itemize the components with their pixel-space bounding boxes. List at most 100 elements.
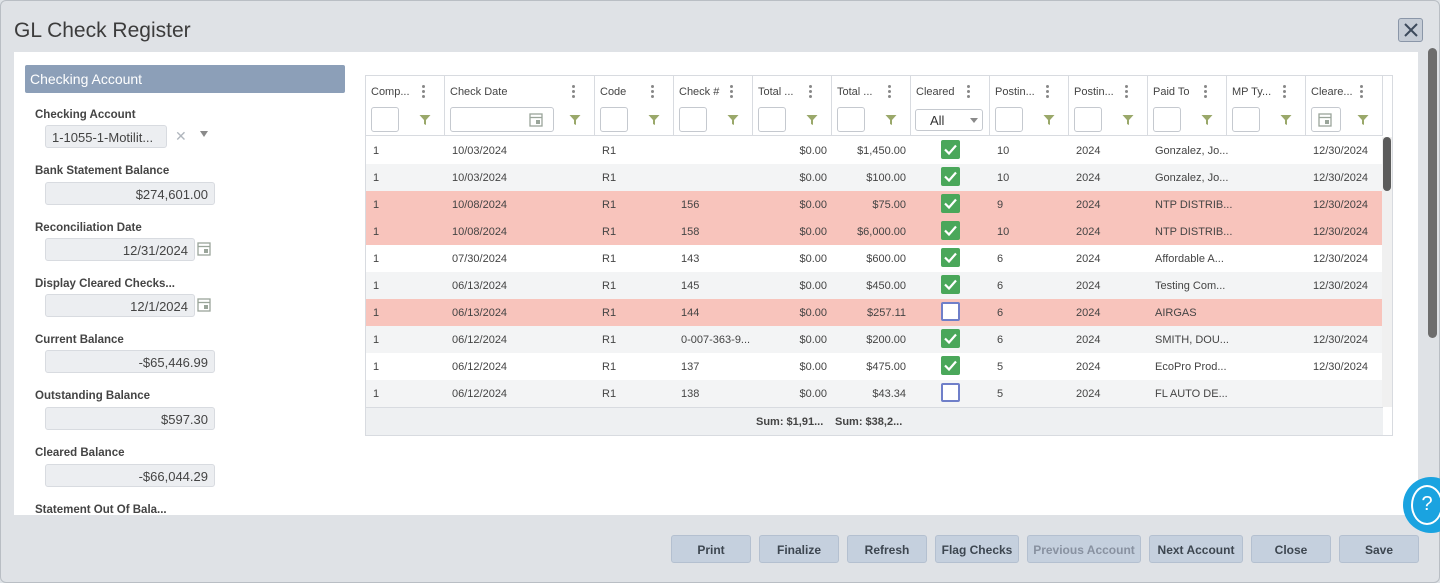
filter-input[interactable]: [679, 107, 707, 132]
cleared-checkbox[interactable]: [941, 302, 960, 321]
filter-input[interactable]: [1074, 107, 1102, 132]
kebab-menu-icon[interactable]: [422, 85, 426, 100]
filter-input[interactable]: [1232, 107, 1260, 132]
filter-input[interactable]: [837, 107, 865, 132]
cleared-checkbox[interactable]: [941, 221, 960, 240]
filter-input[interactable]: [371, 107, 399, 132]
cell-post1: 5: [997, 361, 1004, 373]
filter-input[interactable]: [450, 107, 554, 132]
filter-funnel-icon[interactable]: [1357, 113, 1369, 131]
cell-cdate: 12/30/2024: [1313, 199, 1369, 211]
cell-comp: 1: [373, 307, 380, 319]
cleared-checkbox[interactable]: [941, 356, 960, 375]
filter-funnel-icon[interactable]: [727, 113, 739, 131]
current-balance-label: Current Balance: [35, 334, 124, 346]
kebab-menu-icon[interactable]: [651, 85, 655, 100]
cleared-checkbox[interactable]: [941, 248, 960, 267]
column-title: Total ...: [758, 86, 794, 98]
col-check-date-header[interactable]: Check Date: [445, 76, 595, 136]
filter-funnel-icon[interactable]: [648, 113, 660, 131]
col-total-2-header[interactable]: Total ...: [832, 76, 911, 136]
cleared-checkbox[interactable]: [941, 275, 960, 294]
filter-input[interactable]: [600, 107, 628, 132]
col-paid-to-header[interactable]: Paid To: [1148, 76, 1227, 136]
col-check-number-header[interactable]: Check #: [674, 76, 753, 136]
calendar-icon[interactable]: [197, 241, 211, 256]
filter-funnel-icon[interactable]: [1280, 113, 1292, 131]
help-button[interactable]: ?: [1403, 477, 1440, 533]
window-scrollbar[interactable]: [1428, 48, 1437, 338]
filter-funnel-icon[interactable]: [419, 113, 431, 131]
kebab-menu-icon[interactable]: [967, 85, 971, 100]
refresh-button[interactable]: Refresh: [847, 535, 927, 563]
col-code-header[interactable]: Code: [595, 76, 674, 136]
checking-account-select[interactable]: 1-1055-1-Motilit...: [45, 125, 167, 148]
table-row[interactable]: 1 06/12/2024 R1 138 $0.00 $43.34 5 2024 FL AUTO …: [366, 380, 1383, 407]
filter-funnel-icon[interactable]: [569, 113, 581, 131]
grid-scrollbar-thumb[interactable]: [1383, 137, 1391, 191]
print-button[interactable]: Print: [671, 535, 751, 563]
col-posting-1-header[interactable]: Postin...: [990, 76, 1069, 136]
calendar-icon[interactable]: [197, 297, 211, 312]
cleared-checkbox[interactable]: [941, 329, 960, 348]
filter-funnel-icon[interactable]: [1043, 113, 1055, 131]
col-cleared-date-header[interactable]: Cleare...: [1306, 76, 1383, 136]
kebab-menu-icon[interactable]: [888, 85, 892, 100]
display-cleared-checks-field[interactable]: 12/1/2024: [45, 294, 195, 317]
close-window-button[interactable]: [1398, 18, 1423, 42]
table-row[interactable]: 1 10/03/2024 R1 $0.00 $100.00 10 2024 Gonzalez,…: [366, 164, 1383, 191]
cleared-checkbox[interactable]: [941, 383, 960, 402]
table-row[interactable]: 1 06/12/2024 R1 137 $0.00 $475.00 5 2024 EcoPro …: [366, 353, 1383, 380]
cell-total1: $0.00: [799, 334, 827, 346]
cleared-filter-select[interactable]: All: [915, 109, 983, 131]
filter-input[interactable]: [995, 107, 1023, 132]
finalize-button[interactable]: Finalize: [759, 535, 839, 563]
chevron-down-icon[interactable]: [200, 131, 208, 137]
table-row[interactable]: 1 06/13/2024 R1 144 $0.00 $257.11 6 2024 AIRGAS: [366, 299, 1383, 326]
filter-input[interactable]: [1153, 107, 1181, 132]
col-mp-type-header[interactable]: MP Ty...: [1227, 76, 1306, 136]
cell-paid: Gonzalez, Jo...: [1155, 172, 1229, 184]
table-row[interactable]: 1 10/03/2024 R1 $0.00 $1,450.00 10 2024 Gonzale…: [366, 137, 1383, 164]
cell-total1: $0.00: [799, 145, 827, 157]
calendar-icon[interactable]: [1318, 112, 1332, 127]
kebab-menu-icon[interactable]: [1046, 85, 1050, 100]
filter-funnel-icon[interactable]: [885, 113, 897, 131]
table-row[interactable]: 1 10/08/2024 R1 158 $0.00 $6,000.00 10 2024 NTP …: [366, 218, 1383, 245]
table-row[interactable]: 1 06/12/2024 R1 0-007-363-9... $0.00 $200.00 6…: [366, 326, 1383, 353]
close-button[interactable]: Close: [1251, 535, 1331, 563]
save-button[interactable]: Save: [1339, 535, 1419, 563]
kebab-menu-icon[interactable]: [1360, 85, 1364, 100]
filter-input[interactable]: [758, 107, 786, 132]
filter-input[interactable]: [1311, 107, 1341, 132]
kebab-menu-icon[interactable]: [1283, 85, 1287, 100]
kebab-menu-icon[interactable]: [572, 85, 576, 100]
col-posting-2-header[interactable]: Postin...: [1069, 76, 1148, 136]
cleared-checkbox[interactable]: [941, 167, 960, 186]
col-total-1-header[interactable]: Total ...: [753, 76, 832, 136]
filter-funnel-icon[interactable]: [806, 113, 818, 131]
table-row[interactable]: 1 10/08/2024 R1 156 $0.00 $75.00 9 2024 NTP DIST…: [366, 191, 1383, 218]
calendar-icon[interactable]: [529, 112, 543, 127]
main-panel: Checking Account Checking Account 1-1055…: [14, 52, 1418, 516]
table-row[interactable]: 1 06/13/2024 R1 145 $0.00 $450.00 6 2024 Testing…: [366, 272, 1383, 299]
cell-total2: $75.00: [872, 199, 906, 211]
cleared-checkbox[interactable]: [941, 140, 960, 159]
filter-funnel-icon[interactable]: [1201, 113, 1213, 131]
previous-account-button[interactable]: Previous Account: [1027, 535, 1141, 563]
table-row[interactable]: 1 07/30/2024 R1 143 $0.00 $600.00 6 2024 Afforda…: [366, 245, 1383, 272]
col-cleared-header[interactable]: Cleared All: [911, 76, 990, 136]
clear-icon[interactable]: ✕: [175, 128, 187, 144]
grid-scrollbar[interactable]: [1382, 137, 1392, 407]
col-company-header[interactable]: Comp...: [366, 76, 445, 136]
filter-funnel-icon[interactable]: [1122, 113, 1134, 131]
cleared-checkbox[interactable]: [941, 194, 960, 213]
kebab-menu-icon[interactable]: [1204, 85, 1208, 100]
bank-statement-balance-field[interactable]: $274,601.00: [45, 182, 215, 205]
kebab-menu-icon[interactable]: [809, 85, 813, 100]
next-account-button[interactable]: Next Account: [1149, 535, 1243, 563]
reconciliation-date-field[interactable]: 12/31/2024: [45, 238, 195, 261]
kebab-menu-icon[interactable]: [1125, 85, 1129, 100]
kebab-menu-icon[interactable]: [730, 85, 734, 100]
flag-checks-button[interactable]: Flag Checks: [935, 535, 1019, 563]
